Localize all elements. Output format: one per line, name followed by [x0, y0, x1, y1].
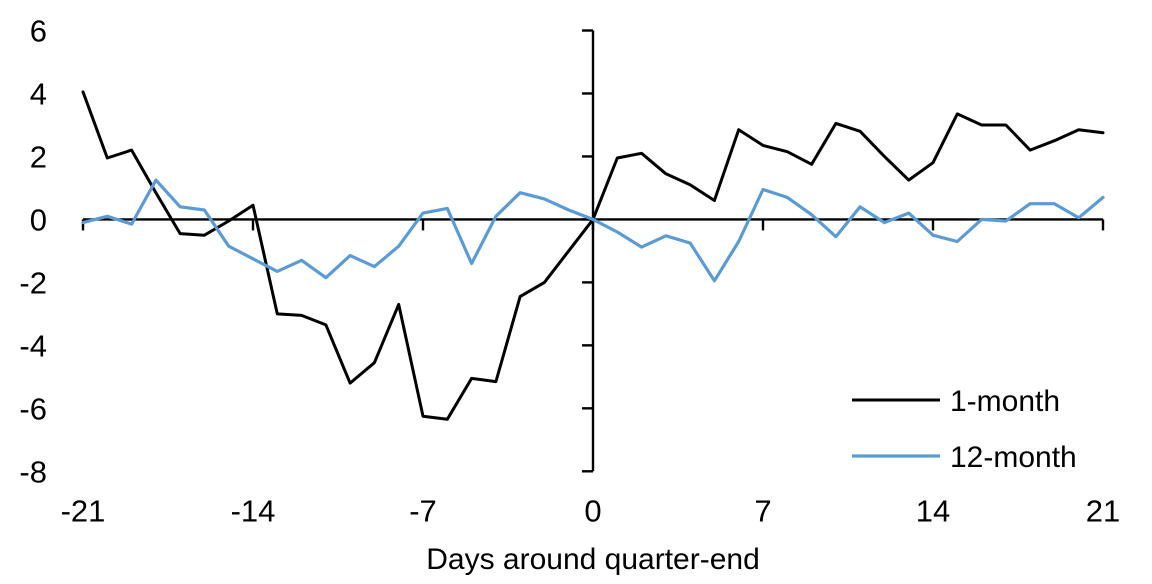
- y-tick-label: -4: [19, 329, 47, 364]
- x-tick-label: 7: [754, 494, 771, 529]
- y-tick-label: 6: [30, 14, 47, 49]
- series-12-month-line: [81, 178, 1105, 283]
- y-tick-label: -6: [19, 391, 47, 426]
- legend: 1-month 12-month: [852, 385, 1077, 474]
- y-tick-label: 4: [30, 77, 47, 112]
- x-tick-label: -14: [231, 494, 276, 529]
- y-tick-label: 0: [30, 203, 47, 238]
- y-tick-label: -2: [19, 266, 47, 301]
- legend-label-12-month: 12-month: [950, 441, 1077, 474]
- x-axis-title: Days around quarter-end: [426, 543, 760, 576]
- x-tick-label: 14: [916, 494, 950, 529]
- legend-label-1-month: 1-month: [950, 385, 1060, 418]
- x-tick-label: 21: [1086, 494, 1120, 529]
- x-tick-label: -7: [409, 494, 437, 529]
- series-lines: [81, 90, 1105, 421]
- x-tick-label: -21: [61, 494, 106, 529]
- y-tick-label: -8: [19, 454, 47, 489]
- y-tick-label: 2: [30, 140, 47, 175]
- tick-labels: -21 -14 -7 0 7 14 21 6 4 2 0 -2 -4 -6 -8: [19, 14, 1120, 529]
- x-tick-label: 0: [584, 494, 601, 529]
